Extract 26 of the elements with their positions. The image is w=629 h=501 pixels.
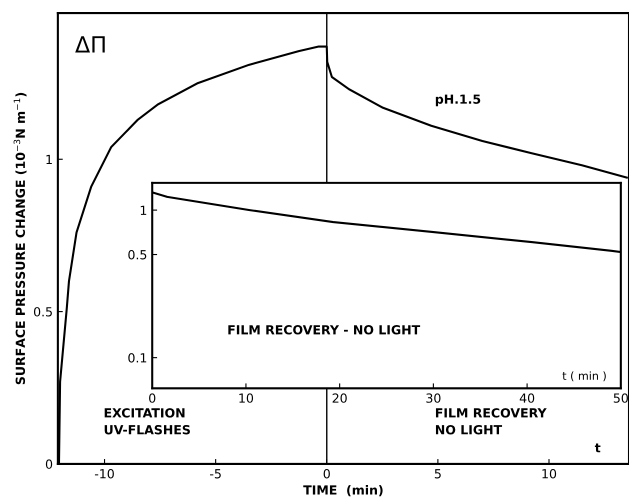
y-tick-label: 0.5: [128, 250, 146, 260]
x-tick-label: 30: [426, 393, 441, 403]
x-tick-label: 0: [149, 393, 156, 403]
annotation: FILM RECOVERY - NO LIGHT: [228, 325, 420, 334]
x-tick-label: 40: [520, 393, 534, 403]
annotation: ΔΠ: [75, 36, 105, 52]
y-axis-title: SURFACE PRESSURE CHANGE (10$^{−3}$N m$^{−1}$): [14, 92, 27, 384]
annotation: FILM RECOVERY NO LIGHT: [436, 408, 547, 434]
x-axis-title: t ( min ): [562, 371, 606, 382]
annotation: EXCITATION UV-FLASHES: [104, 408, 190, 434]
x-tick-label: -5: [210, 469, 221, 478]
annotation: t: [594, 444, 600, 452]
y-tick-label: 0: [46, 459, 52, 469]
x-tick-label: -10: [94, 469, 114, 478]
x-tick-label: 20: [332, 393, 347, 403]
x-tick-label: 10: [542, 469, 556, 478]
annotation: pH.1.5: [436, 94, 480, 106]
y-tick-label: 0.1: [128, 353, 146, 363]
x-tick-label: 0: [324, 469, 330, 478]
y-tick-label: 0.5: [34, 307, 52, 317]
y-tick-label: 1: [140, 206, 146, 215]
y-tick-label: 1: [46, 154, 52, 164]
x-tick-label: 10: [239, 393, 254, 403]
x-tick-label: 50: [614, 393, 628, 403]
x-tick-label: 5: [434, 469, 441, 478]
x-axis-title: TIME (min): [303, 485, 383, 496]
